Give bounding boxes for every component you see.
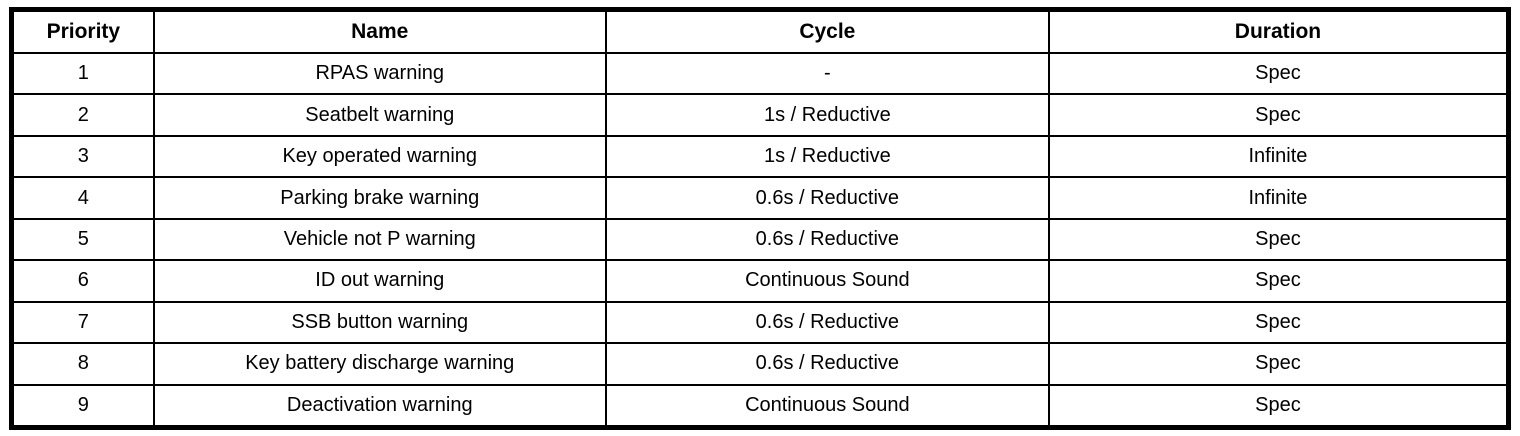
table-body: 1 RPAS warning - Spec 2 Seatbelt warning 1s / … xyxy=(10,51,1510,429)
cell-duration: Spec xyxy=(1047,51,1510,96)
cell-priority: 1 xyxy=(10,51,155,96)
cell-cycle: 0.6s / Reductive xyxy=(604,342,1050,386)
header-row: Priority Name Cycle Duration xyxy=(10,8,1510,54)
cell-name: Deactivation warning xyxy=(152,383,607,429)
cell-duration: Infinite xyxy=(1047,134,1510,179)
cell-name: RPAS warning xyxy=(152,51,607,96)
cell-priority: 3 xyxy=(10,134,155,179)
cell-duration: Infinite xyxy=(1047,176,1510,220)
table-row: 8 Key battery discharge warning 0.6s / Red… xyxy=(10,342,1510,386)
column-header-cycle: Cycle xyxy=(604,8,1050,54)
cell-name: Seatbelt warning xyxy=(152,93,607,137)
column-header-name: Name xyxy=(152,8,607,54)
cell-cycle: Continuous Sound xyxy=(604,259,1050,303)
cell-priority: 7 xyxy=(10,300,155,345)
cell-cycle: - xyxy=(604,51,1050,96)
table-row: 9 Deactivation warning Continuous Sound Spe… xyxy=(10,383,1510,429)
cell-name: SSB button warning xyxy=(152,300,607,345)
table-row: 3 Key operated warning 1s / Reductive Infin… xyxy=(10,134,1510,179)
cell-duration: Spec xyxy=(1047,300,1510,345)
cell-priority: 9 xyxy=(10,383,155,429)
cell-duration: Spec xyxy=(1047,342,1510,386)
table-row: 6 ID out warning Continuous Sound Spec xyxy=(10,259,1510,303)
table-row: 7 SSB button warning 0.6s / Reductive Spec xyxy=(10,300,1510,345)
cell-priority: 4 xyxy=(10,176,155,220)
cell-cycle: 0.6s / Reductive xyxy=(604,300,1050,345)
cell-duration: Spec xyxy=(1047,93,1510,137)
column-header-duration: Duration xyxy=(1047,8,1510,54)
cell-name: Key battery discharge warning xyxy=(152,342,607,386)
table-row: 4 Parking brake warning 0.6s / Reductive In… xyxy=(10,176,1510,220)
cell-cycle: 1s / Reductive xyxy=(604,134,1050,179)
warning-priority-table: Priority Name Cycle Duration 1 RPAS warni… xyxy=(9,7,1511,430)
table-row: 1 RPAS warning - Spec xyxy=(10,51,1510,96)
cell-priority: 6 xyxy=(10,259,155,303)
table-row: 2 Seatbelt warning 1s / Reductive Spec xyxy=(10,93,1510,137)
cell-duration: Spec xyxy=(1047,259,1510,303)
column-header-priority: Priority xyxy=(10,8,155,54)
cell-name: Vehicle not P warning xyxy=(152,217,607,262)
cell-name: Parking brake warning xyxy=(152,176,607,220)
cell-cycle: 0.6s / Reductive xyxy=(604,176,1050,220)
cell-name: ID out warning xyxy=(152,259,607,303)
cell-priority: 2 xyxy=(10,93,155,137)
cell-duration: Spec xyxy=(1047,383,1510,429)
cell-cycle: Continuous Sound xyxy=(604,383,1050,429)
cell-cycle: 0.6s / Reductive xyxy=(604,217,1050,262)
cell-priority: 8 xyxy=(10,342,155,386)
cell-duration: Spec xyxy=(1047,217,1510,262)
cell-name: Key operated warning xyxy=(152,134,607,179)
cell-cycle: 1s / Reductive xyxy=(604,93,1050,137)
cell-priority: 5 xyxy=(10,217,155,262)
table-row: 5 Vehicle not P warning 0.6s / Reductive Sp… xyxy=(10,217,1510,262)
